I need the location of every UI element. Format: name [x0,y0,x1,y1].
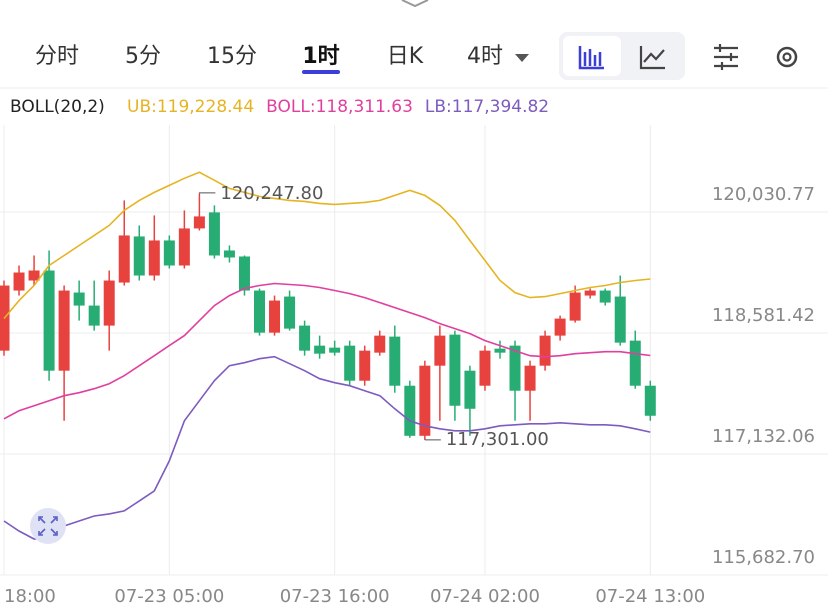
x-tick-label: 18:00 [4,586,56,607]
x-tick-label: 07-23 05:00 [114,586,224,607]
x-tick-label: 07-23 16:00 [280,586,390,607]
y-tick-label: 118,581.42 [712,305,815,326]
y-tick-label: 115,682.70 [712,547,815,568]
candle-body [133,236,145,276]
candle-body [644,385,656,416]
tab[interactable]: 5分 [125,44,161,69]
candle-body [314,345,326,354]
candle-body [103,280,115,326]
band-legend: UB:119,228.44 [127,97,254,117]
tab[interactable]: 日K [387,44,424,69]
candle-body [629,340,641,386]
candle-body [299,325,311,351]
candle-body [509,345,521,391]
gear-ring [776,46,798,68]
candle-body [599,290,611,303]
max-label: 120,247.80 [220,183,323,204]
candle-body [329,347,341,353]
tab-underline [302,70,340,74]
gear-hub [782,52,792,62]
settings-sliders-icon[interactable] [714,44,738,70]
candle-body [58,290,70,371]
min-label: 117,301.00 [446,429,549,450]
candle-body [419,365,431,436]
candle-body [374,335,386,353]
candle-body [254,290,266,333]
candle-body [494,348,506,353]
band-line [3,171,651,320]
candle-body [464,370,476,409]
candle-body [208,212,220,256]
candle-body [238,256,250,291]
candle-body [404,385,416,436]
tab[interactable]: 4时 [467,44,503,69]
candle-body [284,296,296,329]
mode-candle[interactable] [563,36,621,76]
y-tick-label: 117,132.06 [712,426,815,447]
candle-body [554,318,566,336]
expand-button[interactable] [30,508,66,544]
candle-body [344,345,356,381]
tab[interactable]: 15分 [207,44,257,69]
candle-body [43,270,55,371]
candle-body [569,292,581,321]
candle-body [479,350,491,386]
line-mode-icon[interactable] [639,46,665,70]
candle-body [269,300,281,333]
gear-icon[interactable] [776,46,798,68]
candle-body [118,235,130,283]
x-tick-label: 07-24 02:00 [430,586,540,607]
candle-body [193,216,205,229]
candle-body [223,250,235,258]
candle-body [539,335,551,366]
y-tick-label: 120,030.77 [712,184,815,205]
candle-body [524,365,536,391]
expand-circle [30,508,66,544]
candle-body [449,334,461,406]
top-handle [401,0,429,8]
max-leader [198,192,216,194]
expand-icon [38,516,58,536]
x-tick-label: 07-24 13:00 [595,586,705,607]
tab[interactable]: 分时 [35,44,79,69]
candle-body [28,270,40,281]
candle-body [13,272,25,291]
candle-body [178,228,190,266]
tab-bar: 分时 5分 15分 1时 日K 4时 [35,44,529,74]
candle-body [584,290,596,296]
candle-body [88,305,100,326]
candle-body [389,336,401,386]
band-line [3,355,651,540]
candle-body [359,350,371,381]
candle-body [163,240,175,266]
candle-body [73,292,85,306]
indicator-name: BOLL(20,2) [10,97,105,117]
candle-body [614,296,626,343]
candle-icon [578,46,604,70]
candle-body [434,335,446,366]
band-legend: LB:117,394.82 [425,97,549,117]
band-line [3,282,651,420]
band-legend: BOLL:118,311.63 [266,97,413,117]
candle-body [148,240,160,276]
tab-active[interactable]: 1时 [302,44,339,69]
dropdown-arrow[interactable] [515,54,529,62]
